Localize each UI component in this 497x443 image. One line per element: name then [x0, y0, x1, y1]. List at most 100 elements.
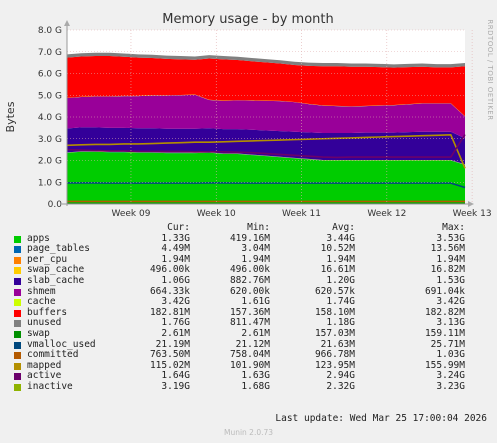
y-tick-label: 7.0 G: [38, 48, 62, 58]
legend-max-value: 1.03G: [436, 349, 465, 361]
legend-cur-value: 1.33G: [161, 232, 190, 244]
legend-max-value: 3.13G: [436, 317, 465, 329]
legend-avg-value: 966.78M: [314, 349, 355, 361]
y-tick-label: 1.0 G: [38, 178, 62, 188]
area-swap: [67, 52, 465, 68]
legend-swatch: [14, 235, 21, 243]
legend-avg-value: 157.03M: [314, 327, 355, 339]
legend-row-slab_cache: slab_cache 1.06G 882.76M 1.20G 1.53G: [10, 274, 490, 287]
legend-label: page_tables: [27, 243, 90, 255]
area-slab_cache: [67, 127, 465, 165]
legend-swatch: [14, 330, 21, 338]
legend-min-value: 882.76M: [229, 274, 270, 286]
legend-avg-value: 1.94M: [326, 253, 355, 265]
x-axis-arrow: [468, 201, 474, 207]
legend-min-value: 1.68G: [241, 380, 270, 392]
legend-label: apps: [27, 232, 50, 244]
y-axis-arrow: [64, 20, 70, 26]
legend-avg-value: 123.95M: [314, 359, 355, 371]
legend-row-inactive: inactive 3.19G 1.68G 2.32G 3.23G: [10, 380, 490, 393]
line-inactive: [66, 134, 466, 159]
legend-row-page_tables: page_tables 4.49M 3.04M 10.52M 13.56M: [10, 244, 490, 255]
legend-cur-value: 763.50M: [149, 349, 190, 361]
area-unused: [67, 56, 465, 117]
legend-swatch: [14, 277, 21, 285]
legend-avg-value: 620.57k: [314, 285, 355, 297]
x-tick-label: Week 09: [111, 209, 150, 219]
legend-cur-value: 3.19G: [161, 380, 190, 392]
legend-label: per_cpu: [27, 253, 68, 265]
legend-avg-value: 3.44G: [326, 232, 355, 244]
munin-version: Munin 2.0.73: [223, 428, 274, 437]
legend-cur-value: 115.02M: [149, 359, 190, 371]
legend-row-active: active 1.64G 1.63G 2.94G 3.24G: [10, 371, 490, 382]
legend-row-unused: unused 1.76G 811.47M 1.18G 3.13G: [10, 318, 490, 329]
x-tick-label: Week 12: [367, 209, 406, 219]
legend-max-value: 3.53G: [436, 232, 465, 244]
legend-max-value: 25.71M: [430, 338, 465, 350]
y-tick-label: 4.0 G: [38, 113, 62, 123]
legend-header-cur: Cur:: [167, 222, 190, 233]
legend-avg-value: 1.18G: [326, 317, 355, 329]
legend-label: cache: [27, 296, 56, 308]
legend-swatch: [14, 352, 21, 360]
legend-label: committed: [27, 349, 79, 361]
legend-label: shmem: [27, 285, 56, 297]
y-axis-label: Bytes: [4, 101, 17, 132]
legend-label: mapped: [27, 359, 62, 371]
legend-max-value: 3.24G: [436, 370, 465, 382]
legend-min-value: 2.61M: [241, 327, 270, 339]
y-tick-label: 6.0 G: [38, 70, 62, 80]
last-update: Last update: Wed Mar 25 17:00:04 2026: [275, 413, 487, 424]
legend-max-value: 13.56M: [430, 243, 465, 255]
legend-label: vmalloc_used: [27, 338, 96, 350]
legend-min-value: 1.94M: [241, 253, 270, 265]
legend-row-apps: apps 1.33G 419.16M 3.44G 3.53G: [10, 232, 490, 245]
legend-avg-value: 1.74G: [326, 296, 355, 308]
legend-max-value: 16.82M: [430, 264, 465, 276]
line-committed: [67, 182, 466, 189]
legend-swatch: [14, 288, 21, 296]
legend-header-min: Min:: [247, 222, 270, 233]
legend-swatch: [14, 320, 21, 328]
legend-swatch: [14, 246, 21, 254]
legend-row-vmalloc_used: vmalloc_used 21.19M 21.12M 21.63M 25.71M: [10, 338, 490, 351]
x-tick-label: Week 13: [453, 209, 492, 219]
line-active: [66, 134, 466, 169]
legend-min-value: 1.61G: [241, 296, 270, 308]
legend-label: buffers: [27, 306, 68, 318]
legend-avg-value: 2.32G: [326, 380, 355, 392]
legend-label: swap_cache: [27, 264, 85, 276]
legend-swatch: [14, 267, 21, 275]
legend-swatch: [14, 383, 21, 391]
legend-label: inactive: [27, 380, 73, 392]
y-tick-label: 0.0: [48, 200, 63, 210]
y-tick-label: 3.0 G: [38, 135, 62, 145]
legend-max-value: 3.23G: [436, 380, 465, 392]
x-tick-label: Week 11: [282, 209, 321, 219]
legend-avg-value: 16.61M: [320, 264, 355, 276]
legend-min-value: 101.90M: [229, 359, 270, 371]
legend-swatch: [14, 256, 21, 264]
x-tick-label: Week 10: [197, 209, 236, 219]
legend-row-swap_cache: swap_cache 496.00k 496.00k 16.61M 16.82M: [10, 265, 490, 276]
legend-min-value: 1.63G: [241, 370, 270, 382]
memory-chart: Memory usage - by month Bytes RRDTOOL / …: [4, 12, 494, 219]
legend-min-value: 496.00k: [229, 264, 270, 276]
y-tick-label: 2.0 G: [38, 157, 62, 167]
legend-min-value: 758.04M: [229, 349, 270, 361]
legend-max-value: 159.11M: [424, 327, 465, 339]
legend-label: swap: [27, 327, 50, 339]
y-tick-label: 5.0 G: [38, 91, 62, 101]
area-apps: [67, 151, 465, 204]
legend-row-mapped: mapped 115.02M 101.90M 123.95M 155.99M: [10, 359, 490, 372]
legend-min-value: 3.04M: [241, 243, 270, 255]
legend-swatch: [14, 362, 21, 370]
legend-cur-value: 1.76G: [161, 317, 190, 329]
legend-label: slab_cache: [27, 274, 85, 286]
area-cache: [67, 94, 465, 139]
legend-avg-value: 10.52M: [320, 243, 355, 255]
legend-row-swap: swap 2.61M 2.61M 157.03M 159.11M: [10, 327, 490, 340]
legend-max-value: 3.42G: [436, 296, 465, 308]
legend-cur-value: 1.94M: [161, 253, 190, 265]
